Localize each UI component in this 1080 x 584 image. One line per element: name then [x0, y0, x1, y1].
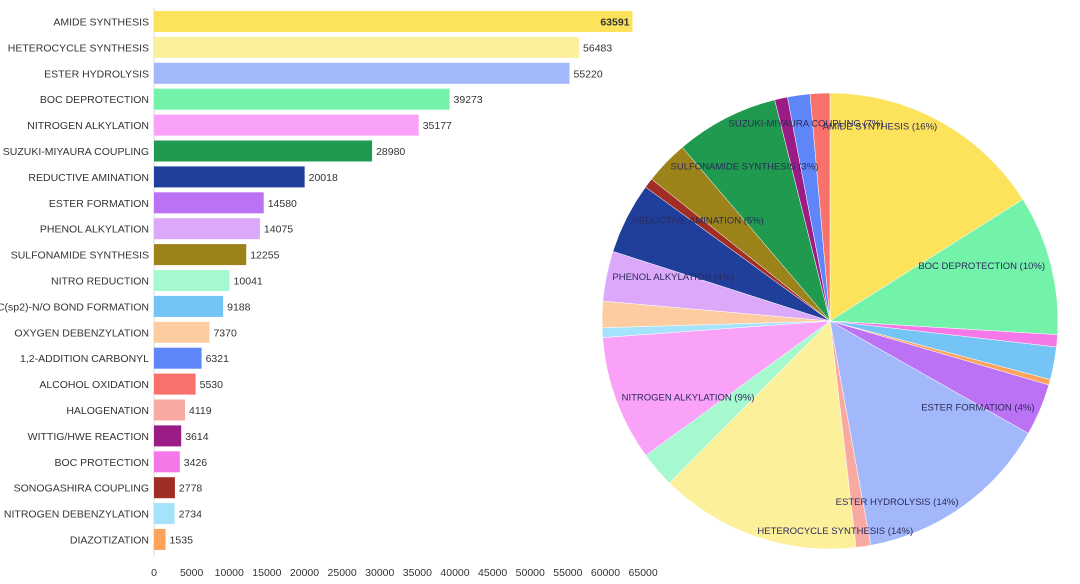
pie-slice-label: BOC DEPROTECTION (10%): [918, 261, 1045, 272]
data-label: 14075: [264, 224, 293, 236]
data-label: 2734: [179, 509, 203, 521]
bar: [154, 192, 264, 214]
bar: [154, 477, 175, 499]
data-label: 2778: [179, 483, 203, 495]
category-label: PHENOL ALKYLATION: [40, 224, 149, 236]
category-label: REDUCTIVE AMINATION: [28, 172, 149, 184]
bar: [154, 321, 210, 343]
category-label: SULFONAMIDE SYNTHESIS: [11, 250, 149, 262]
pie-slice-label: NITROGEN ALKYLATION (9%): [622, 393, 755, 404]
data-label: 39273: [454, 94, 483, 106]
bar-chart: AMIDE SYNTHESIS 63591 HETEROCYCLE SYNTHESI…: [0, 8, 658, 579]
bar: [154, 529, 166, 550]
x-tick-label: 45000: [478, 567, 507, 579]
data-label: 10041: [234, 276, 263, 288]
pie-slice: [602, 320, 831, 456]
category-label: SUZUKI-MIYAURA COUPLING: [3, 146, 149, 158]
bar: [154, 451, 180, 473]
data-label: 20018: [309, 172, 338, 184]
bar: [154, 503, 175, 525]
data-label: 56483: [583, 42, 612, 54]
pie-slice-label: ESTER FORMATION (4%): [921, 402, 1034, 413]
bar: [154, 11, 633, 32]
data-label: 35177: [423, 120, 452, 132]
x-tick-label: 15000: [252, 567, 281, 579]
pie-slice-label: SUZUKI-MIYAURA COUPLING (7%): [729, 119, 884, 130]
x-tick-label: 60000: [591, 567, 620, 579]
category-label: NITROGEN DEBENZYLATION: [4, 509, 149, 521]
x-tick-label: 50000: [516, 567, 545, 579]
category-label: ESTER FORMATION: [49, 198, 149, 210]
category-label: ALCOHOL OXIDATION: [39, 379, 149, 391]
bar: [154, 62, 570, 84]
pie-slice: [681, 99, 831, 322]
bar: [154, 140, 373, 162]
data-label: 14580: [268, 198, 297, 210]
data-label: 7370: [213, 327, 237, 339]
category-label: AMIDE SYNTHESIS: [53, 17, 149, 29]
bar: [154, 295, 224, 317]
bar: [154, 218, 260, 240]
pie-chart: AMIDE SYNTHESIS (16%) BOC DEPROTECTION (1…: [601, 92, 1059, 550]
pie-slice: [829, 199, 1059, 335]
pie-slice: [829, 92, 1024, 322]
bar: [154, 347, 202, 369]
category-label: HETEROCYCLE SYNTHESIS: [8, 42, 149, 54]
bar: [154, 36, 580, 58]
category-label: OXYGEN DEBENZYLATION: [14, 327, 149, 339]
x-tick-label: 55000: [553, 567, 582, 579]
data-label: 3426: [184, 457, 208, 469]
category-label: SONOGASHIRA COUPLING: [14, 483, 149, 495]
category-label: ESTER HYDROLYSIS: [44, 68, 149, 80]
data-label: 5530: [200, 379, 224, 391]
pie-slice: [669, 320, 857, 550]
bar: [154, 166, 305, 188]
pie-slice: [809, 92, 831, 322]
x-tick-label: 0: [151, 567, 157, 579]
x-tick-label: 5000: [180, 567, 204, 579]
bar: [154, 114, 419, 136]
data-label: 1535: [170, 535, 194, 547]
category-label: 1,2-ADDITION CARBONYL: [20, 353, 149, 365]
data-label: 3614: [185, 431, 209, 443]
category-label: NITRO REDUCTION: [51, 276, 149, 288]
pie-slice-label: REDUCTIVE AMINATION (5%): [632, 216, 764, 227]
x-tick-label: 40000: [440, 567, 469, 579]
x-tick-label: 20000: [290, 567, 319, 579]
bar: [154, 399, 185, 421]
bar: [154, 244, 247, 266]
x-tick-label: 10000: [215, 567, 244, 579]
category-label: DIAZOTIZATION: [70, 535, 149, 547]
pie-slice-label: ESTER HYDROLYSIS (14%): [836, 497, 959, 508]
category-label: BOC PROTECTION: [54, 457, 149, 469]
bar: [154, 425, 182, 447]
pie-slice-label: PHENOL ALKYLATION (4%): [612, 272, 733, 283]
data-label: 12255: [250, 250, 279, 262]
bar: [154, 270, 230, 291]
bar: [154, 373, 196, 395]
x-tick-label: 35000: [403, 567, 432, 579]
data-label: 6321: [206, 353, 230, 365]
category-label: HALOGENATION: [66, 405, 149, 417]
pie-slice-label: AMIDE SYNTHESIS (16%): [823, 122, 938, 133]
data-label: 4119: [189, 405, 212, 417]
pie-slice: [829, 320, 1029, 546]
pie-slice-label: SULFONAMIDE SYNTHESIS (3%): [671, 162, 819, 173]
category-label: BOC DEPROTECTION: [40, 94, 149, 106]
x-tick-label: 65000: [629, 567, 658, 579]
pie-slice-label: HETEROCYCLE SYNTHESIS (14%): [757, 526, 913, 537]
x-tick-label: 25000: [328, 567, 357, 579]
data-label: 55220: [574, 68, 603, 80]
data-label: 63591: [600, 17, 629, 29]
x-tick-label: 30000: [365, 567, 394, 579]
bar: [154, 88, 450, 110]
data-label: 9188: [227, 301, 251, 313]
category-label: NITROGEN ALKYLATION: [27, 120, 149, 132]
data-label: 28980: [376, 146, 405, 158]
category-label: WITTIG/HWE REACTION: [28, 431, 149, 443]
category-label: C(sp2)-N/O BOND FORMATION: [0, 301, 149, 313]
